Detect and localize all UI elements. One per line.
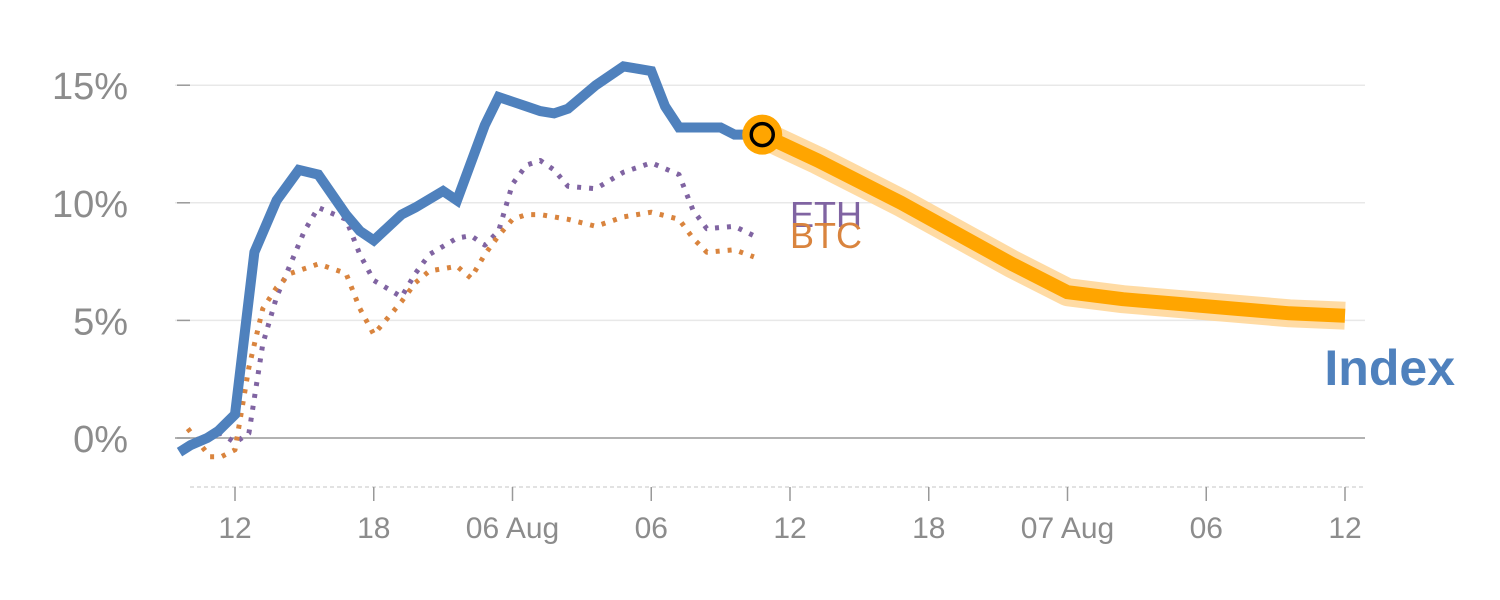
x-tick-label-1: 18 xyxy=(357,512,390,545)
eth-series-label: ETH xyxy=(790,194,862,235)
btc-line xyxy=(185,209,755,460)
forecast-line xyxy=(759,128,1346,323)
y-tick-label-0: 0% xyxy=(73,419,128,461)
x-tick-label-6: 07 Aug xyxy=(1021,512,1114,545)
marker-point xyxy=(749,121,775,148)
btc-series-label: BTC xyxy=(790,215,862,256)
index-line xyxy=(176,61,763,457)
y-axis-ticks: 0% 5% 10% 15% xyxy=(52,66,190,461)
x-tick-label-5: 18 xyxy=(912,512,945,545)
y-tick-label-1: 5% xyxy=(73,301,128,343)
x-axis-ticks: 12 18 06 Aug 06 12 18 07 Aug 06 12 xyxy=(218,487,1362,545)
x-tick-label-7: 06 xyxy=(1190,512,1223,545)
y-tick-label-2: 10% xyxy=(52,184,128,226)
series-labels: ETH BTC Index xyxy=(790,194,1455,396)
current-point-marker xyxy=(742,114,783,155)
x-tick-label-2: 06 Aug xyxy=(466,512,559,545)
x-tick-label-0: 12 xyxy=(218,512,251,545)
index-series-label: Index xyxy=(1324,340,1455,396)
x-tick-label-8: 12 xyxy=(1328,512,1361,545)
y-tick-label-3: 15% xyxy=(52,66,128,108)
series-lines xyxy=(176,61,1346,460)
x-tick-label-4: 12 xyxy=(773,512,806,545)
x-tick-label-3: 06 xyxy=(635,512,668,545)
gridlines xyxy=(175,84,1365,322)
eth-line xyxy=(206,158,755,446)
axes xyxy=(175,437,1365,488)
